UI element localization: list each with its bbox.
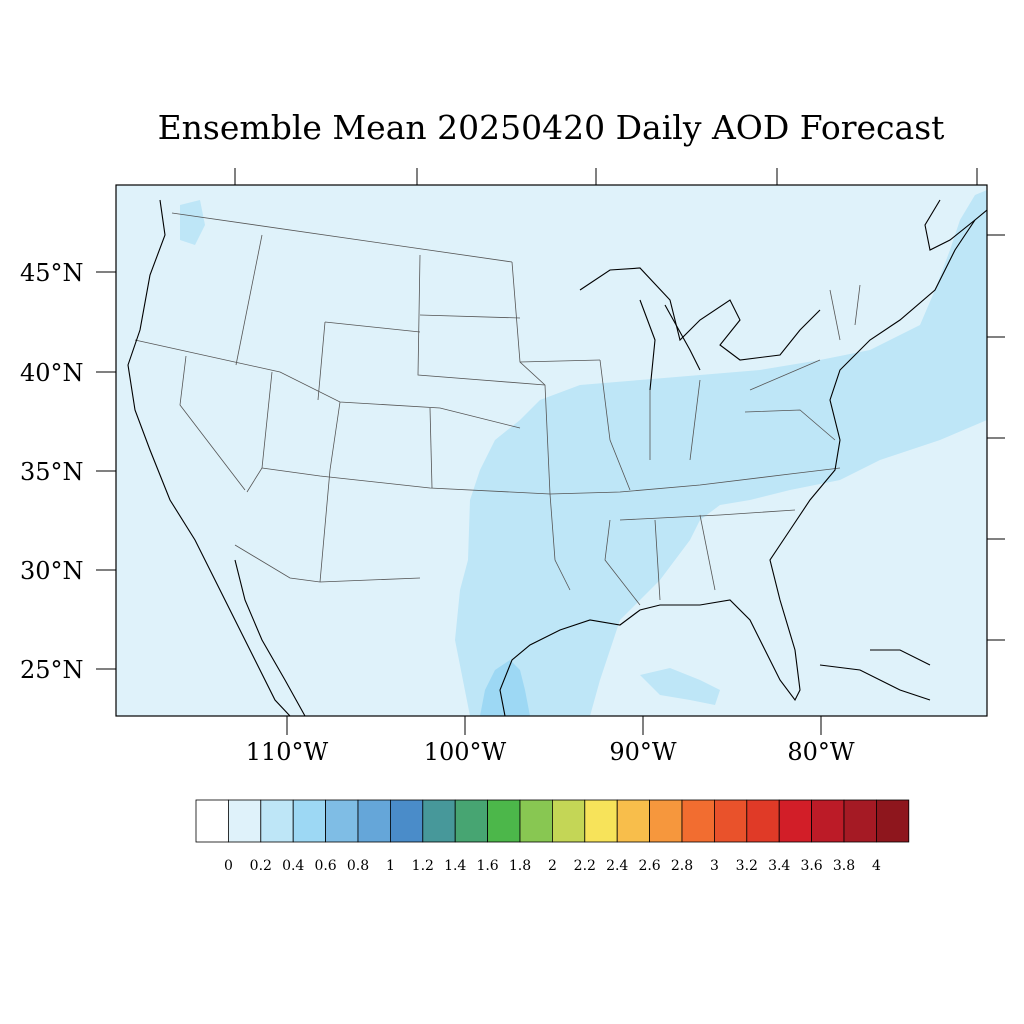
lat-ticks-right [987, 234, 1005, 641]
lon-label-110: 110°W [246, 738, 329, 766]
colorbar-swatch [616, 799, 651, 843]
colorbar-swatch [487, 799, 521, 843]
lon-ticks-top [234, 168, 978, 185]
colorbar-labels: 0 0.2 0.4 0.6 0.8 1 1.2 1.4 1.6 1.8 2 2.2 2.4 2.6 2.8 3… [224, 858, 881, 874]
lat-label-40: 40°N [20, 359, 84, 387]
aod-band-0.2-0.4-gulf [640, 668, 720, 705]
colorbar-swatch [357, 799, 391, 843]
colorbar-level-label: 2.6 [638, 858, 660, 874]
colorbar-swatch [195, 799, 229, 843]
colorbar-level-label: 1.2 [412, 858, 434, 874]
colorbar-swatch [552, 799, 586, 843]
colorbar-swatch [292, 799, 327, 843]
lat-label-30: 30°N [20, 557, 84, 585]
colorbar-level-label: 3 [710, 858, 719, 874]
colorbar-level-label: 2.2 [574, 858, 596, 874]
colorbar-level-label: 2.8 [671, 858, 693, 874]
colorbar-level-label: 3.6 [800, 858, 822, 874]
figure-title: Ensemble Mean 20250420 Daily AOD Forecas… [157, 108, 945, 147]
lon-label-90: 90°W [609, 738, 677, 766]
colorbar-swatch [681, 799, 715, 843]
colorbar-level-label: 3.2 [736, 858, 758, 874]
lat-label-45: 45°N [20, 259, 84, 287]
lat-ticks-left [96, 271, 116, 670]
colorbar-swatch [422, 799, 456, 843]
colorbar-swatch [454, 799, 489, 843]
colorbar-level-label: 0.6 [314, 858, 336, 874]
colorbar-level-label: 1 [386, 858, 395, 874]
colorbar-level-label: 1.8 [509, 858, 531, 874]
colorbar-swatch [876, 799, 910, 843]
colorbar-level-label: 0.8 [347, 858, 369, 874]
colorbar-level-label: 0.4 [282, 858, 304, 874]
lon-label-100: 100°W [424, 738, 507, 766]
colorbar-swatch [227, 799, 262, 843]
aod-field [180, 190, 987, 716]
lon-label-80: 80°W [787, 738, 855, 766]
aod-band-0.2-0.4 [455, 190, 987, 716]
colorbar-swatch [714, 799, 748, 843]
coastline [127, 199, 987, 716]
colorbar-swatch [746, 799, 780, 843]
colorbar-swatch [778, 799, 813, 843]
map-frame [115, 184, 988, 717]
state-borders [134, 212, 861, 606]
colorbar-level-label: 3.4 [768, 858, 790, 874]
colorbar [195, 799, 910, 843]
colorbar-level-label: 0 [224, 858, 233, 874]
colorbar-level-label: 2 [548, 858, 557, 874]
lat-label-35: 35°N [20, 458, 84, 486]
colorbar-swatch [325, 799, 359, 843]
colorbar-swatch [260, 799, 294, 843]
colorbar-level-label: 1.4 [444, 858, 466, 874]
colorbar-level-label: 0.2 [250, 858, 272, 874]
colorbar-level-label: 2.4 [606, 858, 628, 874]
aod-band-0.2-0.4-nw [180, 200, 205, 245]
aod-band-0.4-0.6 [480, 660, 530, 716]
colorbar-level-label: 4 [872, 858, 881, 874]
colorbar-level-label: 3.8 [833, 858, 855, 874]
colorbar-level-label: 1.6 [476, 858, 498, 874]
colorbar-swatch [519, 799, 553, 843]
colorbar-swatch [649, 799, 683, 843]
colorbar-swatch [389, 799, 424, 843]
colorbar-swatch [843, 799, 877, 843]
lon-ticks-bottom [286, 716, 822, 735]
colorbar-swatch [811, 799, 845, 843]
lat-label-25: 25°N [20, 656, 84, 684]
colorbar-swatch [584, 799, 618, 843]
